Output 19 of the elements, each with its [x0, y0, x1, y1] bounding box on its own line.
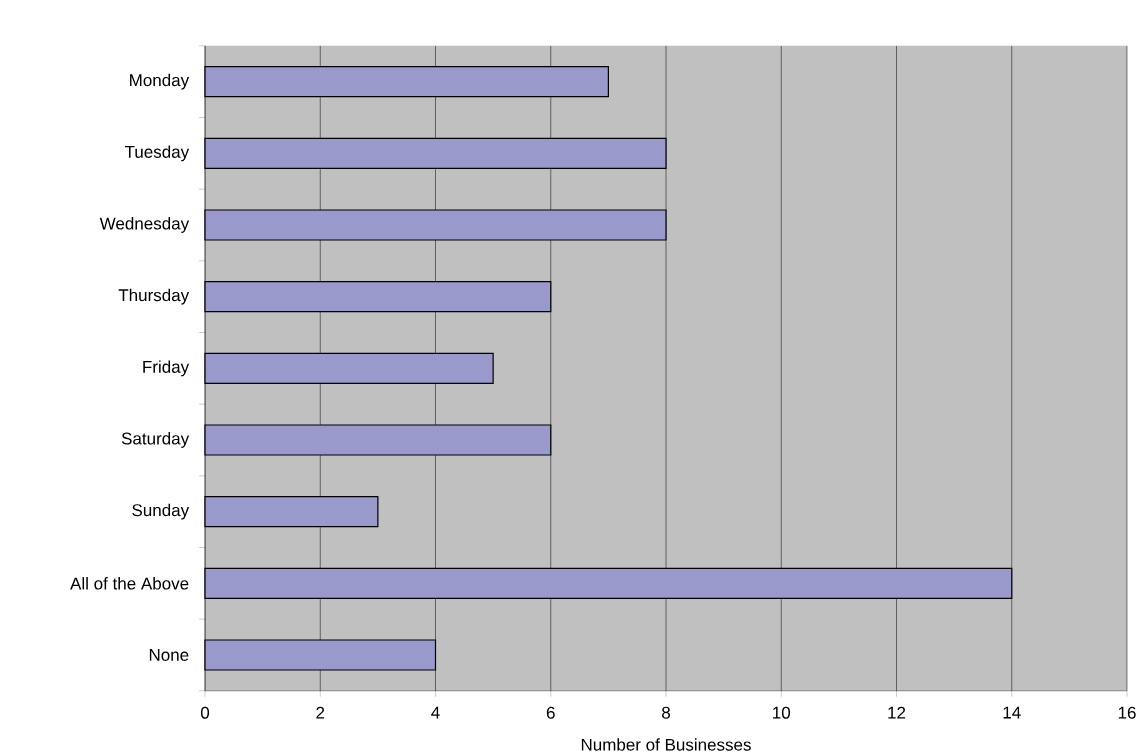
- y-tick-label: All of the Above: [70, 576, 189, 590]
- x-tick-label: 2: [316, 706, 325, 719]
- y-tick-label: Tuesday: [124, 145, 190, 162]
- x-tick-label: 10: [773, 706, 791, 719]
- x-tick-label: 0: [200, 706, 210, 719]
- y-tick-label: Monday: [130, 73, 190, 90]
- y-tick-label: Friday: [143, 360, 190, 377]
- x-tick-label: 12: [888, 706, 906, 719]
- y-tick-label: Sunday: [132, 503, 190, 520]
- x-tick-label: 4: [431, 706, 440, 719]
- x-axis-title: Number of Businesses: [581, 738, 751, 751]
- y-tick-label: Saturday: [121, 431, 190, 448]
- y-tick-label: Thursday: [118, 288, 190, 305]
- x-tick-label: 6: [546, 706, 555, 719]
- x-tick-label: 8: [662, 706, 670, 719]
- x-tick-label: 16: [1118, 706, 1136, 719]
- x-tick-label: 14: [1003, 706, 1021, 719]
- y-tick-label: Wednesday: [99, 216, 190, 233]
- y-tick-label: None: [149, 648, 189, 661]
